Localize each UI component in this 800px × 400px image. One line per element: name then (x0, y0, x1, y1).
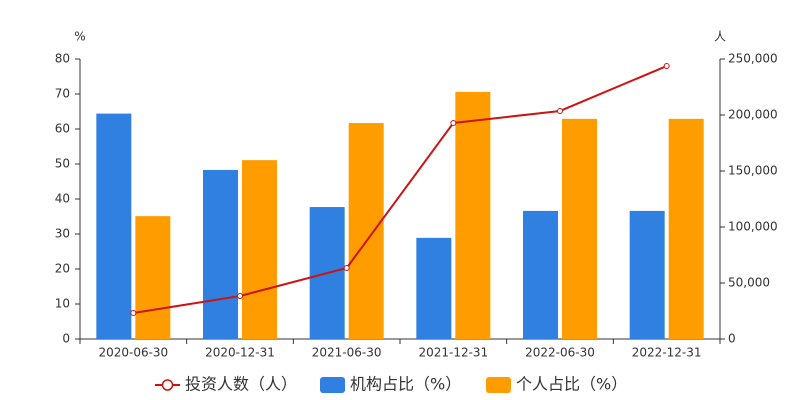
line-point (237, 292, 243, 299)
x-tick-label: 2022-06-30 (525, 346, 595, 360)
y-tick-label: 30 (55, 227, 70, 241)
y2-tick-label: 150,000 (728, 164, 778, 178)
bar (203, 169, 238, 339)
y-tick-label: 40 (55, 192, 70, 206)
x-tick-label: 2022-12-31 (632, 346, 702, 360)
line (133, 65, 668, 315)
legend-swatch (486, 377, 511, 393)
legend-label: 个人占比（%） (516, 375, 627, 394)
x-tick-label: 2021-12-31 (418, 346, 488, 360)
line-point (130, 310, 137, 317)
y2-tick-label: 0 (728, 332, 736, 346)
x-tick-label: 2021-06-30 (312, 346, 382, 360)
bar (416, 237, 452, 339)
bar (629, 210, 665, 339)
bar (242, 160, 277, 339)
legend-label: 投资人数（人） (185, 375, 297, 394)
bar (96, 113, 132, 339)
y-tick-label: 70 (55, 87, 70, 101)
line-point (343, 264, 350, 271)
bar (523, 210, 558, 339)
legend: 投资人数（人） 机构占比（%） 个人占比（%） (155, 375, 627, 394)
y2-tick-label: 250,000 (728, 52, 778, 66)
bar (135, 216, 171, 339)
y2-tick-label: 200,000 (728, 108, 778, 122)
y-unit: % (74, 30, 85, 44)
legend-swatch (320, 377, 345, 393)
bar (348, 123, 384, 339)
legend-marker (161, 379, 174, 391)
line-point (450, 119, 457, 126)
y2-tick-label: 100,000 (728, 220, 778, 234)
line-point (557, 107, 563, 114)
bar (668, 118, 704, 339)
bar (562, 118, 597, 339)
line-point (663, 63, 670, 70)
y-tick-label: 60 (55, 122, 70, 136)
bar (455, 91, 491, 340)
y-tick-label: 50 (55, 157, 70, 171)
y-tick-label: 80 (55, 52, 70, 66)
y2-unit: 人 (714, 30, 726, 44)
x-tick-label: 2020-12-31 (205, 346, 275, 360)
x-tick-label: 2020-06-30 (98, 346, 168, 360)
y2-tick-label: 50,000 (728, 276, 770, 290)
legend-label: 机构占比（%） (350, 375, 461, 394)
y-tick-label: 10 (55, 297, 70, 311)
y-tick-label: 0 (62, 332, 70, 346)
y-tick-label: 20 (55, 262, 70, 276)
